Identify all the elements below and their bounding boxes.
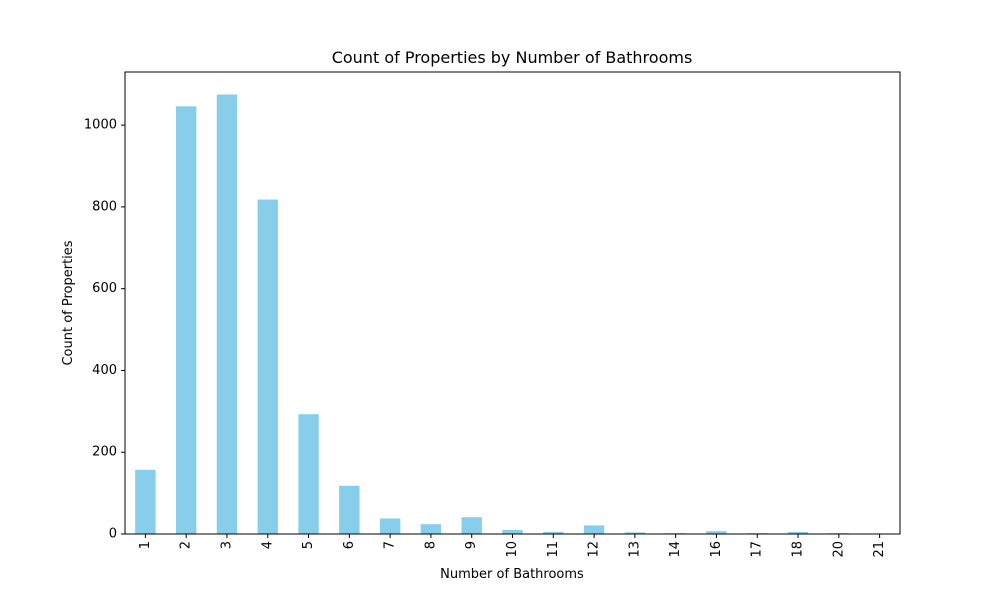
bars-layer: [135, 94, 890, 535]
x-tick-label: 3: [219, 541, 234, 549]
bar-7: [379, 518, 401, 534]
x-tick-label: 10: [505, 541, 520, 558]
x-tick-label: 2: [179, 541, 194, 549]
x-tick-label: 20: [831, 541, 846, 558]
x-tick-label: 8: [423, 541, 438, 549]
bar-18: [787, 531, 809, 534]
bar-11: [543, 531, 564, 534]
bar-3: [216, 94, 238, 535]
x-tick-label: 13: [627, 541, 642, 558]
y-tick-label: 400: [92, 363, 117, 378]
bar-6: [339, 485, 360, 534]
x-tick-label: 4: [260, 541, 275, 549]
x-tick-label: 5: [301, 541, 316, 549]
y-tick-label: 1000: [84, 118, 117, 133]
x-tick-label: 12: [587, 541, 602, 558]
x-tick-label: 17: [750, 541, 765, 558]
x-tick-label: 6: [342, 541, 357, 549]
bar-12: [583, 525, 605, 534]
bar-5: [298, 414, 319, 534]
plot-frame: [124, 71, 901, 535]
x-tick-label: 18: [791, 541, 806, 558]
bar-10: [502, 529, 523, 534]
x-tick-label: 7: [383, 541, 398, 549]
bar-2: [175, 106, 197, 534]
y-tick-label: 0: [109, 527, 117, 542]
x-tick-label: 9: [464, 541, 479, 549]
y-axis-title: Count of Properties: [61, 240, 76, 365]
x-axis-ticks: 1 2 3 4 5 6 7 8 9 10 11 12 13 14 16 17 18 20 21: [138, 534, 887, 558]
bar-16: [706, 531, 727, 534]
bar-9: [461, 517, 482, 534]
bar-1: [135, 469, 156, 534]
chart-title: Count of Properties by Number of Bathroo…: [332, 48, 693, 67]
x-axis-title: Number of Bathrooms: [440, 567, 584, 582]
y-tick-label: 600: [92, 281, 117, 296]
y-tick-label: 200: [92, 445, 117, 460]
y-axis-ticks: 0 200 400 600 800 1000: [84, 118, 125, 542]
bar-13: [624, 532, 646, 534]
x-tick-label: 21: [872, 541, 887, 558]
y-tick-label: 800: [92, 199, 117, 214]
bar-8: [420, 524, 442, 534]
bar-4: [257, 199, 278, 534]
x-tick-label: 11: [546, 541, 561, 558]
x-tick-label: 1: [138, 541, 153, 549]
x-tick-label: 16: [709, 541, 724, 558]
x-tick-label: 14: [668, 541, 683, 558]
